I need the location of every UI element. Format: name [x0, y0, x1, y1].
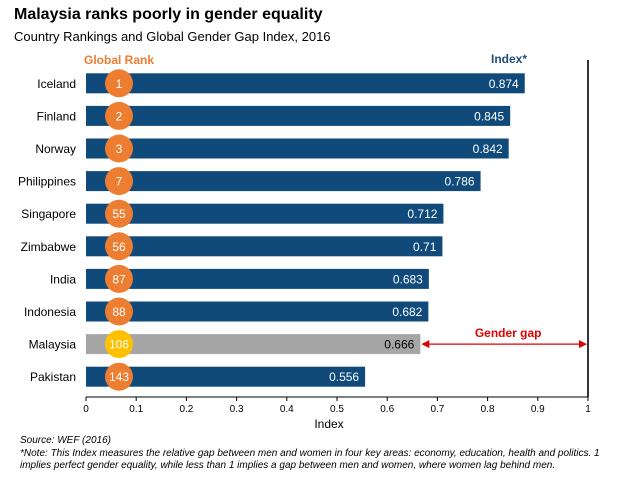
rank-circle-iceland [105, 69, 133, 98]
rank-circle-pakistan [105, 362, 133, 391]
x-tick-label: 0.8 [481, 404, 495, 415]
category-label-iceland: Iceland [37, 77, 76, 91]
rank-label-zimbabwe: 56 [112, 240, 126, 254]
value-label-norway: 0.842 [473, 142, 503, 156]
rank-circle-singapore [105, 199, 133, 228]
x-tick-label: 1 [585, 404, 591, 415]
rank-label-indonesia: 88 [112, 305, 126, 319]
bar-singapore [86, 203, 444, 224]
bar-philippines [86, 171, 481, 192]
value-label-philippines: 0.786 [445, 175, 475, 189]
rank-label-iceland: 1 [116, 77, 123, 91]
rank-circle-norway [105, 134, 133, 163]
value-label-zimbabwe: 0.71 [413, 240, 437, 254]
chart-title: Malaysia ranks poorly in gender equality [14, 6, 323, 23]
rank-label-singapore: 55 [112, 207, 126, 221]
x-tick-label: 0.3 [230, 404, 244, 415]
x-tick-label: 0.4 [280, 404, 294, 415]
x-tick-label: 0.9 [531, 404, 545, 415]
category-label-singapore: Singapore [21, 207, 76, 221]
rank-label-norway: 3 [116, 142, 123, 156]
value-label-indonesia: 0.682 [392, 305, 422, 319]
value-label-singapore: 0.712 [407, 207, 437, 221]
bar-iceland [86, 73, 525, 94]
x-tick-label: 0.5 [330, 404, 344, 415]
rank-circle-philippines [105, 167, 133, 196]
x-tick-label: 0.1 [129, 404, 143, 415]
rank-circle-finland [105, 101, 133, 130]
x-axis-title: Index [314, 417, 343, 431]
bar-malaysia [86, 334, 421, 355]
value-label-pakistan: 0.556 [329, 370, 359, 384]
category-label-norway: Norway [35, 142, 76, 156]
x-tick-label: 0.2 [179, 404, 193, 415]
category-label-zimbabwe: Zimbabwe [21, 240, 77, 254]
x-tick-label: 0 [83, 404, 89, 415]
rank-label-philippines: 7 [116, 175, 123, 189]
category-label-finland: Finland [37, 109, 76, 123]
rank-label-malaysia: 106 [109, 338, 129, 352]
value-label-india: 0.683 [393, 272, 423, 286]
footnotes: Source: WEF (2016) *Note: This Index mea… [20, 435, 600, 473]
bar-finland [86, 105, 511, 126]
category-label-malaysia: Malaysia [29, 338, 77, 352]
rank-label-india: 87 [112, 272, 126, 286]
category-label-indonesia: Indonesia [24, 305, 76, 319]
global-rank-header: Global Rank [84, 53, 154, 67]
bar-norway [86, 138, 509, 159]
index-header: Index* [491, 52, 527, 66]
value-label-finland: 0.845 [474, 109, 504, 123]
category-label-philippines: Philippines [18, 175, 76, 189]
x-tick-label: 0.7 [430, 404, 444, 415]
category-label-india: India [50, 272, 76, 286]
bar-zimbabwe [86, 236, 443, 257]
rank-label-finland: 2 [116, 109, 123, 123]
rank-circle-india [105, 264, 133, 293]
value-label-iceland: 0.874 [489, 77, 519, 91]
bar-india [86, 268, 429, 289]
chart-subtitle: Country Rankings and Global Gender Gap I… [14, 29, 331, 44]
x-tick-label: 0.6 [380, 404, 394, 415]
rank-circle-malaysia [105, 330, 133, 359]
bar-indonesia [86, 301, 429, 322]
rank-circle-indonesia [105, 297, 133, 326]
value-label-malaysia: 0.666 [384, 338, 414, 352]
index-note: *Note: This Index measures the relative … [20, 447, 600, 472]
source-note: Source: WEF (2016) [20, 435, 111, 446]
rank-label-pakistan: 143 [109, 370, 129, 384]
bar-pakistan [86, 366, 366, 387]
gender-gap-label: Gender gap [475, 326, 542, 340]
rank-circle-zimbabwe [105, 232, 133, 261]
category-label-pakistan: Pakistan [30, 370, 76, 384]
